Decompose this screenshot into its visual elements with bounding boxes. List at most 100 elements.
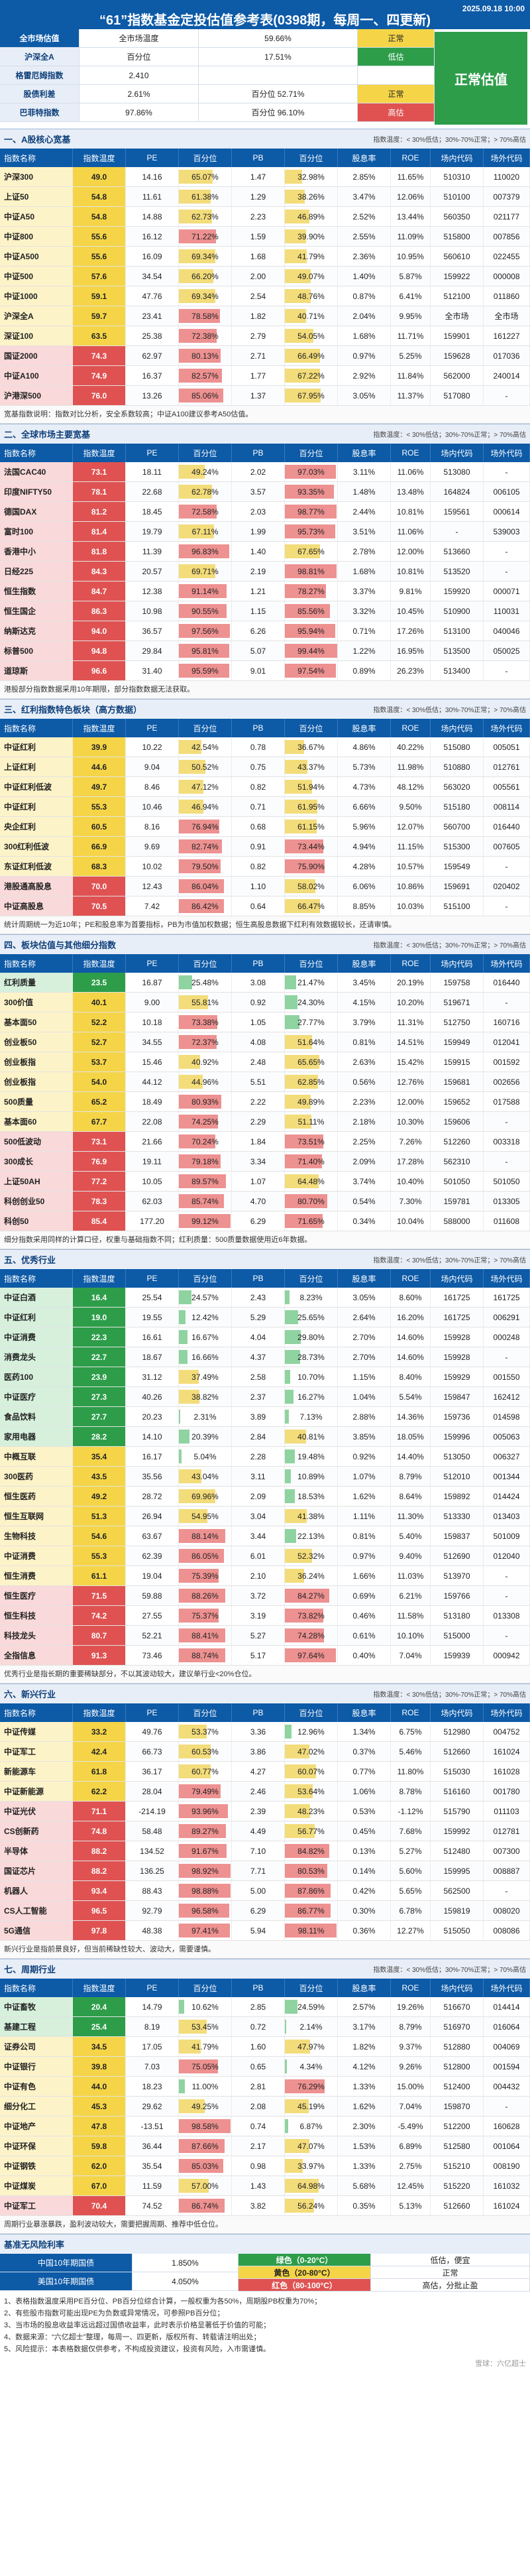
cell-index-name: 基建工程 bbox=[0, 2017, 73, 2036]
table-row[interactable]: 恒生国企 86.3 10.98 90.55% 1.15 85.56% 3.32% 10.45%… bbox=[0, 601, 530, 621]
table-row[interactable]: 新能源车 61.8 36.17 60.77% 4.27 60.07% 0.77% 11.80%… bbox=[0, 1762, 530, 1782]
table-row[interactable]: 300价值 40.1 9.00 55.81% 0.92 24.30% 4.15% 10.20%… bbox=[0, 993, 530, 1012]
table-row[interactable]: 法国CAC40 73.1 18.11 49.24% 2.02 97.03% 3.11% 11.… bbox=[0, 462, 530, 482]
table-row[interactable]: 德国DAX 81.2 18.45 72.58% 2.03 98.77% 2.44% 10.81… bbox=[0, 502, 530, 522]
table-row[interactable]: 生物科技 54.6 63.67 88.14% 3.44 22.13% 0.81% 5.40% 1… bbox=[0, 1526, 530, 1546]
table-row[interactable]: 深证100 63.5 25.38 72.38% 2.79 54.05% 1.68% 11.71… bbox=[0, 326, 530, 346]
table-row[interactable]: 中概互联 35.4 16.17 5.04% 2.28 19.48% 0.92% 14.40% 5… bbox=[0, 1447, 530, 1467]
percentile-bar: 47.12% bbox=[179, 777, 231, 796]
table-row[interactable]: 中证A50 54.8 14.88 62.73% 2.23 46.89% 2.52% 13.44… bbox=[0, 207, 530, 227]
table-row[interactable]: 中证A100 74.9 16.37 82.57% 1.77 67.22% 2.92% 11.8… bbox=[0, 366, 530, 386]
table-row[interactable]: 全指信息 91.3 73.46 88.74% 5.17 97.64% 0.40% 7.04% 1… bbox=[0, 1646, 530, 1666]
table-row[interactable]: 细分化工 45.3 29.62 49.25% 2.08 45.19% 1.62% 7.04% 1… bbox=[0, 2097, 530, 2116]
table-row[interactable]: 纳斯达克 94.0 36.57 97.56% 6.26 95.94% 0.71% 17.26%… bbox=[0, 621, 530, 641]
percentile-value: 64.98% bbox=[297, 2181, 325, 2191]
table-row[interactable]: 医药100 23.9 31.12 37.49% 2.58 10.70% 1.15% 8.40%… bbox=[0, 1367, 530, 1387]
table-row[interactable]: 富时100 81.4 19.79 67.11% 1.99 95.73% 3.51% 11.06… bbox=[0, 522, 530, 542]
table-row[interactable]: 食品饮料 27.7 20.23 2.31% 3.89 7.13% 2.88% 14.36% 15… bbox=[0, 1407, 530, 1427]
cell-exchange-code: 159766 bbox=[431, 1586, 484, 1605]
table-row[interactable]: 基本面50 52.2 10.18 73.38% 1.05 27.77% 3.79% 11.31… bbox=[0, 1012, 530, 1032]
table-row[interactable]: 恒生互联网 51.3 26.94 54.95% 3.04 41.38% 1.11% 11.30… bbox=[0, 1506, 530, 1526]
cell-pe-percentile: 60.53% bbox=[179, 1742, 232, 1761]
table-row[interactable]: 沪港深500 76.0 13.26 85.06% 1.37 67.95% 3.05% 11.3… bbox=[0, 386, 530, 406]
table-row[interactable]: 标普500 94.8 29.84 95.81% 5.07 99.44% 1.22% 16.95… bbox=[0, 641, 530, 661]
table-row[interactable]: 中证钢铁 62.0 35.54 85.03% 0.98 33.97% 1.33% 2.75% 5… bbox=[0, 2156, 530, 2176]
table-row[interactable]: 中证传媒 33.2 49.76 53.37% 3.36 12.96% 1.34% 6.75% 5… bbox=[0, 1722, 530, 1742]
table-row[interactable]: 机器人 93.4 88.43 98.88% 5.00 87.86% 0.42% 5.65% 56… bbox=[0, 1881, 530, 1901]
table-row[interactable]: 300医药 43.5 35.56 43.04% 3.11 10.89% 1.07% 8.79%… bbox=[0, 1467, 530, 1487]
table-row[interactable]: 日经225 84.3 20.57 69.71% 2.19 98.81% 1.68% 10.81… bbox=[0, 562, 530, 582]
table-row[interactable]: 中证有色 44.0 18.23 11.00% 2.81 76.29% 1.33% 15.00%… bbox=[0, 2077, 530, 2097]
table-row[interactable]: 道琼斯 96.6 31.40 95.59% 9.01 97.54% 0.89% 26.23% 5… bbox=[0, 661, 530, 681]
table-row[interactable]: 中证白酒 16.4 25.54 24.57% 2.43 8.23% 3.05% 8.60% 16… bbox=[0, 1288, 530, 1308]
table-row[interactable]: 沪深全A 59.7 23.41 78.58% 1.82 40.71% 2.04% 9.95% 全… bbox=[0, 306, 530, 326]
table-row[interactable]: 中证红利 55.3 10.46 46.94% 0.71 61.95% 6.66% 9.50% 5… bbox=[0, 797, 530, 817]
table-row[interactable]: CS人工智能 96.5 92.79 96.58% 6.29 86.77% 0.30% 6.78… bbox=[0, 1901, 530, 1921]
table-row[interactable]: 消费龙头 22.7 18.67 16.66% 4.37 28.73% 2.70% 14.60%… bbox=[0, 1347, 530, 1367]
table-row[interactable]: 科技龙头 80.7 52.21 88.41% 5.27 74.28% 0.61% 10.10%… bbox=[0, 1626, 530, 1646]
table-row[interactable]: 中证红利 39.9 10.22 42.54% 0.78 36.67% 4.86% 40.22%… bbox=[0, 737, 530, 757]
table-row[interactable]: 基本面60 67.7 22.08 74.25% 2.29 51.11% 2.18% 10.30… bbox=[0, 1112, 530, 1132]
cell-exchange-code: 159996 bbox=[431, 1427, 484, 1446]
table-row[interactable]: 香港中小 81.8 11.39 96.83% 1.40 67.65% 2.78% 12.00%… bbox=[0, 542, 530, 562]
col-dividend: 股息率 bbox=[338, 1703, 391, 1722]
table-row[interactable]: 中证500 57.6 34.54 66.20% 2.00 49.07% 1.40% 5.87%… bbox=[0, 267, 530, 286]
table-row[interactable]: 创业板指 54.0 44.12 44.96% 5.51 62.85% 0.56% 12.76%… bbox=[0, 1072, 530, 1092]
table-row[interactable]: 中证军工 70.4 74.52 86.74% 3.82 56.24% 0.35% 5.13% 5… bbox=[0, 2196, 530, 2216]
table-row[interactable]: 中证A500 55.6 16.09 69.34% 1.68 41.79% 2.36% 10.9… bbox=[0, 247, 530, 267]
table-row[interactable]: 半导体 88.2 134.52 91.67% 7.10 84.82% 0.13% 5.27% 5… bbox=[0, 1841, 530, 1861]
table-row[interactable]: 基建工程 25.4 8.19 53.45% 0.72 2.14% 3.17% 8.79% 516… bbox=[0, 2017, 530, 2037]
cell-index-name: 消费龙头 bbox=[0, 1347, 73, 1367]
table-row[interactable]: 恒生医药 49.2 28.72 69.96% 2.09 18.53% 1.62% 8.64% 1… bbox=[0, 1487, 530, 1506]
table-row[interactable]: 中证环保 59.8 36.44 87.66% 2.17 47.07% 1.53% 6.89% 5… bbox=[0, 2136, 530, 2156]
cell-index-name: 基本面60 bbox=[0, 1112, 73, 1131]
table-row[interactable]: 创业板指 53.7 15.46 40.92% 2.48 65.65% 2.63% 15.42%… bbox=[0, 1052, 530, 1072]
table-row[interactable]: 东证红利低波 68.3 10.02 79.50% 0.82 75.90% 4.28% 10.5… bbox=[0, 857, 530, 877]
table-row[interactable]: 印度NIFTY50 78.1 22.68 62.78% 3.57 93.35% 1.48% 1… bbox=[0, 482, 530, 502]
table-row[interactable]: 恒生消费 61.1 19.04 75.39% 2.10 36.24% 1.66% 11.03%… bbox=[0, 1566, 530, 1586]
table-row[interactable]: 证券公司 34.5 17.05 41.79% 1.60 47.97% 1.82% 9.37% 5… bbox=[0, 2037, 530, 2057]
cell-exchange-code: 159819 bbox=[431, 1901, 484, 1920]
table-row[interactable]: 央企红利 60.5 8.16 76.94% 0.68 61.15% 5.96% 12.07% 5… bbox=[0, 817, 530, 837]
table-row[interactable]: 5G通信 97.8 48.38 97.41% 5.94 98.11% 0.36% 12.27%… bbox=[0, 1921, 530, 1941]
table-row[interactable]: 红利质量 23.5 16.87 25.48% 3.08 21.47% 3.45% 20.19%… bbox=[0, 973, 530, 993]
table-row[interactable]: 中证煤炭 67.0 11.59 57.00% 1.43 64.98% 5.68% 12.45%… bbox=[0, 2176, 530, 2196]
table-row[interactable]: 上证50 54.8 11.61 61.38% 1.29 38.26% 3.47% 12.06%… bbox=[0, 187, 530, 207]
table-row[interactable]: 国证芯片 88.2 136.25 98.92% 7.71 80.53% 0.14% 5.60%… bbox=[0, 1861, 530, 1881]
table-row[interactable]: 恒生指数 84.7 12.38 91.14% 1.21 78.27% 3.37% 9.81% 1… bbox=[0, 582, 530, 601]
table-row[interactable]: 中证医疗 27.3 40.26 38.82% 2.37 16.27% 1.04% 5.54% 1… bbox=[0, 1387, 530, 1407]
table-row[interactable]: 国证2000 74.3 62.97 80.13% 2.71 66.49% 0.97% 5.25… bbox=[0, 346, 530, 366]
table-row[interactable]: 中证消费 55.3 62.39 86.05% 6.01 52.32% 0.97% 9.40% 5… bbox=[0, 1546, 530, 1566]
table-row[interactable]: 中证畜牧 20.4 14.79 10.62% 2.85 24.59% 2.57% 19.26%… bbox=[0, 1997, 530, 2017]
percentile-fill bbox=[285, 780, 313, 794]
table-row[interactable]: 中证红利低波 49.7 8.46 47.12% 0.82 51.94% 4.73% 48.12… bbox=[0, 777, 530, 797]
cell-pe-percentile: 97.56% bbox=[179, 621, 232, 641]
table-row[interactable]: 科创50 85.4 177.20 99.12% 6.29 71.65% 0.34% 10.04… bbox=[0, 1211, 530, 1231]
table-row[interactable]: 科创创业50 78.3 62.03 85.74% 4.70 80.70% 0.54% 7.30… bbox=[0, 1192, 530, 1211]
table-row[interactable]: 中证红利 19.0 19.55 12.42% 5.29 25.65% 2.64% 16.20%… bbox=[0, 1308, 530, 1327]
table-row[interactable]: 中证1000 59.1 47.76 69.34% 2.54 48.76% 0.87% 6.41… bbox=[0, 286, 530, 306]
table-row[interactable]: 中证高股息 70.5 7.42 86.42% 0.64 66.47% 8.85% 10.03%… bbox=[0, 896, 530, 916]
table-row[interactable]: 中证新能源 62.2 28.04 79.49% 2.46 53.64% 1.06% 8.78%… bbox=[0, 1782, 530, 1802]
percentile-fill bbox=[285, 2159, 303, 2173]
table-row[interactable]: 上证50AH 77.2 10.05 89.57% 1.07 64.48% 3.74% 10.4… bbox=[0, 1172, 530, 1192]
table-row[interactable]: 500低波动 73.1 21.66 70.24% 1.84 73.51% 2.25% 7.26… bbox=[0, 1132, 530, 1152]
table-row[interactable]: 中证光伏 71.1 -214.19 93.96% 2.39 48.23% 0.53% -1.1… bbox=[0, 1802, 530, 1821]
table-row[interactable]: 500质量 65.2 18.49 80.93% 2.22 49.89% 2.23% 12.00… bbox=[0, 1092, 530, 1112]
table-row[interactable]: 中证800 55.6 16.12 71.22% 1.59 39.90% 2.55% 11.09… bbox=[0, 227, 530, 247]
table-row[interactable]: 沪深300 49.0 14.16 65.07% 1.47 32.98% 2.85% 11.65… bbox=[0, 167, 530, 187]
table-row[interactable]: 港股通高股息 70.0 12.43 86.04% 1.10 58.02% 6.06% 10.8… bbox=[0, 877, 530, 896]
table-row[interactable]: 中证银行 39.8 7.03 75.05% 0.65 4.34% 4.12% 9.26% 512… bbox=[0, 2057, 530, 2077]
table-row[interactable]: 中证消费 22.3 16.61 16.67% 4.04 29.80% 2.70% 14.60%… bbox=[0, 1327, 530, 1347]
table-row[interactable]: 创业板50 52.7 34.55 72.37% 4.08 51.64% 0.81% 14.51… bbox=[0, 1032, 530, 1052]
table-row[interactable]: 300红利低波 66.9 9.69 82.74% 0.91 73.44% 4.94% 11.1… bbox=[0, 837, 530, 857]
table-row[interactable]: 300成长 76.9 19.11 79.18% 3.34 71.40% 2.09% 17.28… bbox=[0, 1152, 530, 1172]
table-row[interactable]: 恒生科技 74.2 27.55 75.37% 3.19 73.82% 0.46% 11.58%… bbox=[0, 1606, 530, 1626]
table-row[interactable]: 恒生医疗 71.5 59.88 88.26% 3.72 84.27% 0.69% 6.21% 1… bbox=[0, 1586, 530, 1606]
table-row[interactable]: CS创新药 74.8 58.48 89.27% 4.49 56.77% 0.45% 7.68%… bbox=[0, 1821, 530, 1841]
table-row[interactable]: 中证地产 47.8 -13.51 98.58% 0.74 6.87% 2.30% -5.49%… bbox=[0, 2116, 530, 2136]
table-row[interactable]: 中证军工 42.4 66.73 60.53% 3.86 47.02% 0.37% 5.46% 5… bbox=[0, 1742, 530, 1762]
table-row[interactable]: 家用电器 28.2 14.10 20.39% 2.84 40.81% 3.85% 18.05%… bbox=[0, 1427, 530, 1447]
table-row[interactable]: 上证红利 44.6 9.04 50.52% 0.75 43.37% 5.73% 11.98% 5… bbox=[0, 757, 530, 777]
cell-temperature: 74.8 bbox=[73, 1821, 126, 1841]
